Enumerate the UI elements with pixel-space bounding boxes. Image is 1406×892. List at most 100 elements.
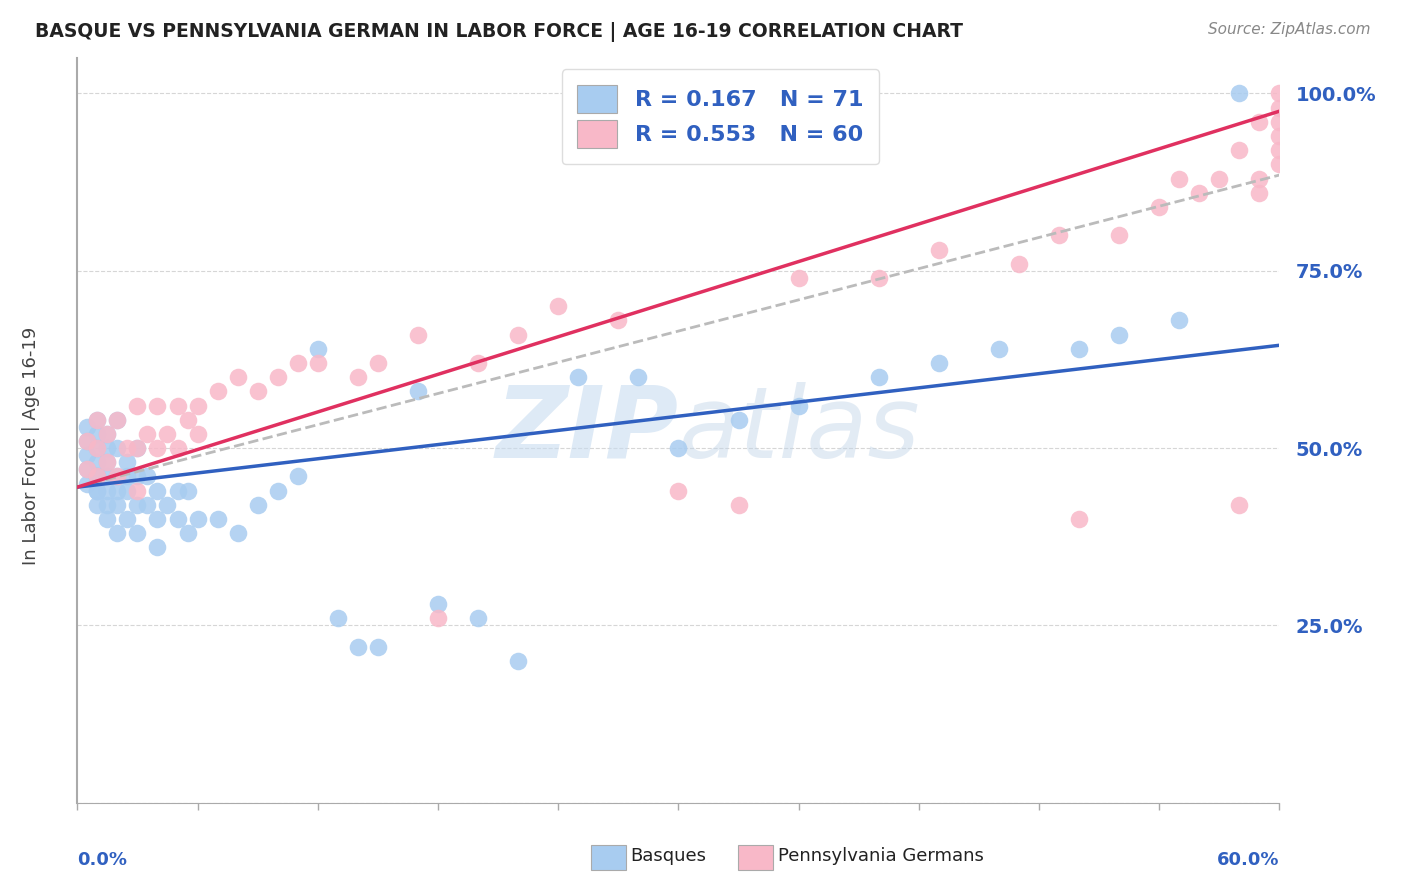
Point: [186, 426, 209, 441]
Point: [107, 469, 129, 483]
Point: [727, 413, 749, 427]
Point: [246, 384, 269, 399]
Text: atlas: atlas: [679, 382, 920, 479]
Text: BASQUE VS PENNSYLVANIA GERMAN IN LABOR FORCE | AGE 16-19 CORRELATION CHART: BASQUE VS PENNSYLVANIA GERMAN IN LABOR F…: [35, 22, 963, 42]
Point: [727, 498, 749, 512]
Text: ZIP: ZIP: [495, 382, 679, 479]
Point: [668, 441, 690, 455]
Point: [1268, 87, 1291, 101]
Point: [307, 356, 329, 370]
Point: [1208, 171, 1230, 186]
Point: [146, 483, 169, 498]
Point: [928, 243, 950, 257]
Text: In Labor Force | Age 16-19: In Labor Force | Age 16-19: [22, 326, 39, 566]
Point: [146, 441, 169, 455]
Point: [96, 469, 118, 483]
Point: [96, 441, 118, 455]
Point: [508, 327, 530, 342]
Point: [76, 476, 98, 491]
Point: [176, 413, 198, 427]
Point: [467, 611, 489, 625]
Point: [117, 483, 139, 498]
Point: [86, 441, 108, 455]
Point: [127, 399, 149, 413]
Point: [287, 469, 309, 483]
Point: [186, 399, 209, 413]
Point: [928, 356, 950, 370]
Point: [1008, 257, 1031, 271]
Point: [107, 469, 129, 483]
Point: [96, 426, 118, 441]
Point: [86, 455, 108, 469]
Point: [787, 271, 810, 285]
Point: [988, 342, 1011, 356]
Point: [406, 327, 429, 342]
Point: [86, 441, 108, 455]
Point: [1108, 327, 1130, 342]
Point: [107, 441, 129, 455]
Point: [1249, 115, 1271, 129]
Point: [186, 512, 209, 526]
Point: [127, 441, 149, 455]
Point: [246, 498, 269, 512]
Point: [868, 271, 890, 285]
Text: Basques: Basques: [630, 847, 706, 865]
Point: [668, 483, 690, 498]
Point: [1229, 143, 1251, 157]
Point: [96, 455, 118, 469]
Point: [207, 512, 229, 526]
Point: [787, 399, 810, 413]
Point: [868, 370, 890, 384]
Point: [1069, 512, 1091, 526]
Point: [547, 299, 569, 313]
Point: [1229, 498, 1251, 512]
Point: [136, 498, 159, 512]
Point: [347, 640, 370, 654]
Point: [1268, 143, 1291, 157]
Point: [107, 413, 129, 427]
Point: [127, 483, 149, 498]
Point: [367, 640, 389, 654]
Point: [136, 426, 159, 441]
Point: [207, 384, 229, 399]
Point: [406, 384, 429, 399]
Point: [1229, 87, 1251, 101]
Point: [1268, 115, 1291, 129]
Point: [76, 448, 98, 462]
Point: [156, 498, 179, 512]
Point: [107, 526, 129, 541]
Point: [176, 483, 198, 498]
Point: [146, 512, 169, 526]
Point: [96, 498, 118, 512]
Point: [86, 498, 108, 512]
Point: [1268, 128, 1291, 143]
Point: [107, 483, 129, 498]
Point: [127, 526, 149, 541]
Text: 0.0%: 0.0%: [77, 851, 128, 870]
Point: [86, 413, 108, 427]
Point: [287, 356, 309, 370]
Point: [127, 469, 149, 483]
Point: [96, 512, 118, 526]
Point: [1268, 101, 1291, 115]
Point: [86, 469, 108, 483]
Point: [1188, 186, 1211, 200]
Point: [86, 483, 108, 498]
Point: [127, 498, 149, 512]
Point: [1108, 228, 1130, 243]
Point: [226, 526, 249, 541]
Point: [117, 441, 139, 455]
Point: [1069, 342, 1091, 356]
Point: [166, 483, 188, 498]
Point: [86, 469, 108, 483]
Point: [86, 413, 108, 427]
Point: [96, 426, 118, 441]
Point: [117, 455, 139, 469]
Point: [307, 342, 329, 356]
Point: [107, 498, 129, 512]
Point: [76, 420, 98, 434]
Point: [1149, 200, 1171, 214]
Point: [86, 426, 108, 441]
Point: [96, 455, 118, 469]
Point: [1168, 313, 1191, 327]
